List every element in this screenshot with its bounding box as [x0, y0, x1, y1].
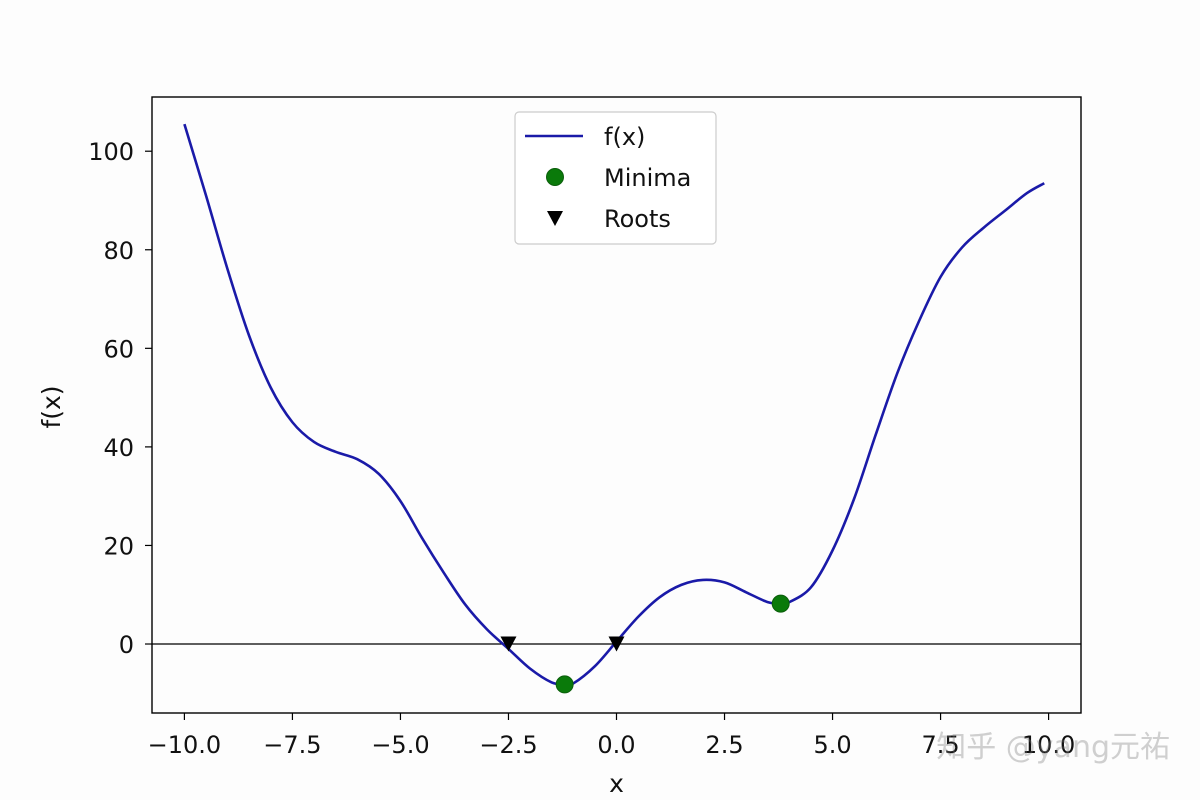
legend-label: f(x): [604, 123, 645, 151]
x-tick-label: 0.0: [597, 731, 635, 759]
x-tick-label: 7.5: [921, 731, 959, 759]
y-tick-label: 20: [103, 532, 134, 560]
root-point: [608, 636, 625, 652]
y-tick-label: 0: [119, 631, 134, 659]
y-tick-label: 100: [88, 138, 134, 166]
legend-label: Minima: [604, 164, 691, 192]
legend-handle-triangle: [547, 211, 563, 226]
y-axis-label: f(x): [37, 385, 66, 428]
x-tick-label: −2.5: [479, 731, 537, 759]
x-tick-label: 5.0: [813, 731, 851, 759]
x-tick-label: 2.5: [705, 731, 743, 759]
minima-point: [771, 594, 790, 613]
x-tick-label: −10.0: [148, 731, 222, 759]
x-tick-label: 10.0: [1022, 731, 1075, 759]
x-tick-label: −7.5: [263, 731, 321, 759]
y-tick-label: 60: [103, 335, 134, 363]
y-tick-label: 40: [103, 434, 134, 462]
x-tick-label: −5.0: [371, 731, 429, 759]
legend-label: Roots: [604, 205, 671, 233]
legend-box: [514, 111, 717, 245]
minima-point: [555, 675, 574, 694]
x-axis-label: x: [609, 769, 624, 798]
watermark: 知乎 @yang元祐: [936, 730, 1170, 765]
y-tick-label: 80: [103, 237, 134, 265]
legend-handle-circle: [546, 168, 564, 186]
root-point: [500, 636, 517, 652]
